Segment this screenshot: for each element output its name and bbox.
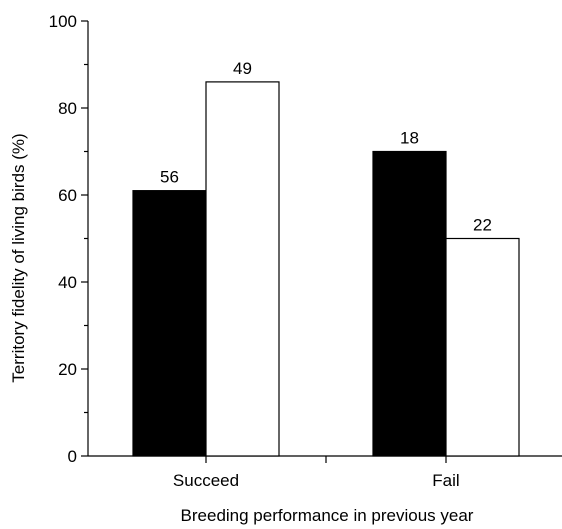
x-tick-label: Succeed	[173, 471, 239, 490]
x-axis-title: Breeding performance in previous year	[181, 506, 474, 525]
y-tick-label: 100	[49, 12, 77, 31]
bar-data-label: 56	[160, 168, 179, 187]
y-tick-label: 80	[58, 99, 77, 118]
x-tick-label: Fail	[432, 471, 459, 490]
bar-succeed-white	[205, 81, 280, 457]
y-tick-label: 0	[68, 447, 77, 466]
bar-data-label: 18	[400, 129, 419, 148]
bars	[132, 81, 520, 457]
y-tick-label: 40	[58, 273, 77, 292]
bar-fail-black	[372, 150, 447, 457]
y-tick-label: 20	[58, 360, 77, 379]
bar-data-label: 22	[473, 216, 492, 235]
axes: 0 20 40 60 80 100 Succeed Fail	[49, 12, 562, 490]
bar-succeed-black	[132, 190, 207, 457]
y-axis-title: Territory fidelity of living birds (%)	[9, 133, 28, 382]
y-tick-label: 60	[58, 186, 77, 205]
bar-data-label: 49	[233, 59, 252, 78]
bar-fail-white	[445, 237, 520, 457]
data-labels: 56 18 49 22	[160, 59, 492, 235]
